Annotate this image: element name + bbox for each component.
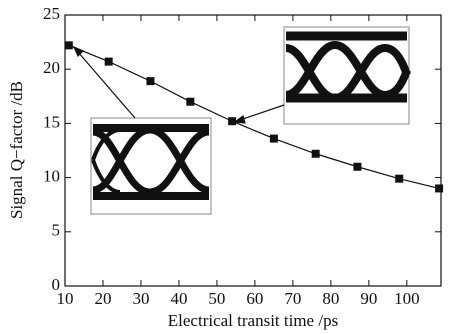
- y-tick-label: 5: [52, 221, 61, 240]
- y-tick-label: 15: [43, 112, 60, 131]
- x-tick-label: 50: [208, 289, 225, 308]
- y-tick-label: 25: [43, 4, 60, 23]
- marker: [146, 77, 154, 85]
- page: {"chart_data": {"type": "line", "x_label…: [0, 0, 451, 334]
- eye-diagram-inset: [91, 118, 211, 214]
- marker: [186, 98, 194, 106]
- marker: [435, 184, 443, 192]
- x-tick-label: 10: [57, 289, 74, 308]
- marker: [270, 135, 278, 143]
- x-tick-label: 90: [360, 289, 377, 308]
- x-tick-label: 60: [246, 289, 263, 308]
- x-axis-label: Electrical transit time /ps: [168, 311, 338, 330]
- marker: [105, 58, 113, 66]
- x-tick-label: 70: [284, 289, 301, 308]
- marker: [312, 150, 320, 158]
- x-tick-label: 100: [394, 289, 420, 308]
- y-tick-label: 20: [43, 58, 60, 77]
- marker: [395, 175, 403, 183]
- eye-diagram-inset: [284, 27, 409, 124]
- x-tick-label: 30: [132, 289, 149, 308]
- x-tick-label: 40: [170, 289, 187, 308]
- marker: [228, 117, 236, 125]
- chart: Electrical transit time /ps Signal Q−fac…: [0, 0, 451, 334]
- marker: [353, 163, 361, 171]
- marker: [65, 41, 73, 49]
- y-axis-label: Signal Q−factor /dB: [7, 81, 26, 219]
- x-tick-label: 80: [322, 289, 339, 308]
- y-tick-label: 10: [43, 167, 60, 186]
- x-tick-label: 20: [94, 289, 111, 308]
